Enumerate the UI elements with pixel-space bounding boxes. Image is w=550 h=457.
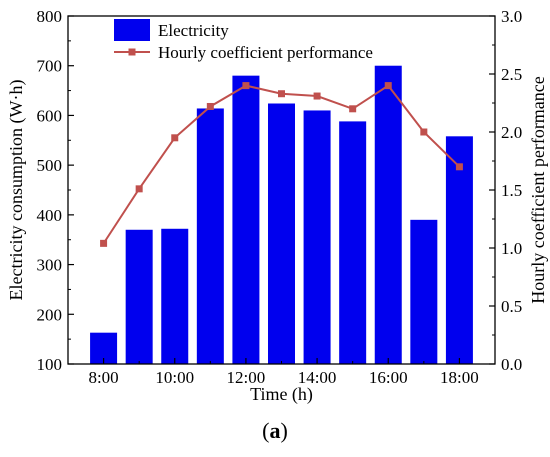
cop-point-0: [100, 239, 108, 247]
cop-point-3: [206, 102, 214, 110]
y2-tick-label-3: 1.5: [501, 181, 522, 200]
y2-tick-label-6: 3.0: [501, 7, 522, 26]
bar-6: [303, 110, 331, 364]
x-axis-title: Time (h): [250, 384, 313, 405]
x-tick-label-0: 8:00: [88, 368, 118, 387]
cop-point-6: [313, 92, 321, 100]
y2-tick-label-5: 2.5: [501, 65, 522, 84]
cop-point-4: [242, 82, 250, 90]
y-tick-label-6: 700: [37, 57, 63, 76]
bar-4: [232, 75, 260, 365]
y-tick-label-7: 800: [37, 7, 63, 26]
y2-tick-label-1: 0.5: [501, 297, 522, 316]
legend-swatch-electricity: [114, 19, 150, 41]
cop-point-7: [349, 105, 357, 113]
y-tick-label-1: 200: [37, 305, 63, 324]
figure-caption: (a): [0, 418, 550, 444]
y-tick-label-2: 300: [37, 256, 63, 275]
bar-10: [445, 136, 473, 364]
y-tick-label-4: 500: [37, 156, 63, 175]
bar-2: [161, 228, 189, 364]
x-tick-label-3: 14:00: [298, 368, 337, 387]
caption-open-paren: (: [262, 418, 270, 443]
cop-point-1: [135, 185, 143, 193]
y2-axis-title: Hourly coefficient performance: [528, 76, 548, 304]
x-tick-label-4: 16:00: [369, 368, 408, 387]
bar-1: [125, 229, 153, 364]
bar-7: [339, 121, 367, 364]
x-tick-label-2: 12:00: [227, 368, 266, 387]
y2-tick-label-0: 0.0: [501, 355, 522, 374]
x-tick-label-5: 18:00: [440, 368, 479, 387]
legend: Electricity Hourly coefficient performan…: [114, 19, 373, 62]
y-tick-label-0: 100: [37, 355, 63, 374]
y2-tick-label-4: 2.0: [501, 123, 522, 142]
legend-label-cop: Hourly coefficient performance: [158, 43, 373, 62]
y2-tick-label-2: 1.0: [501, 239, 522, 258]
cop-point-8: [384, 82, 392, 90]
y-tick-label-5: 600: [37, 106, 63, 125]
bar-8: [374, 65, 402, 364]
y-axis-title: Electricity consumption (W·h): [6, 80, 27, 301]
caption-close-paren: ): [280, 418, 288, 443]
caption-letter: a: [269, 418, 281, 443]
legend-label-electricity: Electricity: [158, 21, 229, 40]
cop-point-9: [420, 128, 428, 136]
x-tick-label-1: 10:00: [155, 368, 194, 387]
legend-swatch-cop-marker: [128, 48, 136, 56]
ticks-layer: 8:00 10:00 12:00 14:00 16:00 18:00 100 200 300 40…: [37, 7, 523, 387]
cop-point-5: [278, 90, 285, 98]
line-layer: [100, 82, 463, 247]
cop-point-10: [455, 163, 463, 171]
bar-9: [410, 219, 438, 364]
bar-3: [196, 108, 224, 365]
cop-point-2: [171, 134, 179, 142]
bar-5: [268, 103, 295, 365]
y-tick-label-3: 400: [37, 206, 63, 225]
bars-layer: [90, 65, 473, 365]
